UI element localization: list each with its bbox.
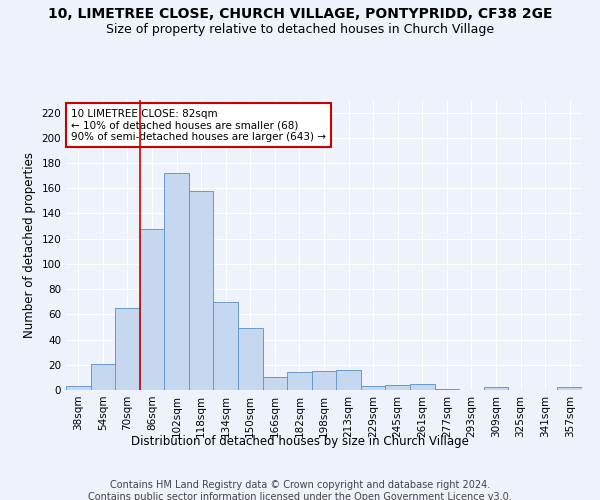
Bar <box>115 308 140 390</box>
Bar <box>312 371 336 390</box>
Y-axis label: Number of detached properties: Number of detached properties <box>23 152 36 338</box>
Text: Contains HM Land Registry data © Crown copyright and database right 2024.
Contai: Contains HM Land Registry data © Crown c… <box>88 480 512 500</box>
Bar <box>287 372 312 390</box>
Bar <box>361 386 385 390</box>
Bar <box>66 386 91 390</box>
Bar <box>263 378 287 390</box>
Bar <box>434 388 459 390</box>
Text: Size of property relative to detached houses in Church Village: Size of property relative to detached ho… <box>106 22 494 36</box>
Text: 10 LIMETREE CLOSE: 82sqm
← 10% of detached houses are smaller (68)
90% of semi-d: 10 LIMETREE CLOSE: 82sqm ← 10% of detach… <box>71 108 326 142</box>
Bar <box>238 328 263 390</box>
Bar <box>91 364 115 390</box>
Bar <box>410 384 434 390</box>
Bar <box>164 173 189 390</box>
Bar <box>189 191 214 390</box>
Bar <box>385 385 410 390</box>
Bar <box>140 228 164 390</box>
Bar <box>557 388 582 390</box>
Bar <box>484 388 508 390</box>
Bar <box>336 370 361 390</box>
Text: 10, LIMETREE CLOSE, CHURCH VILLAGE, PONTYPRIDD, CF38 2GE: 10, LIMETREE CLOSE, CHURCH VILLAGE, PONT… <box>48 8 552 22</box>
Bar <box>214 302 238 390</box>
Text: Distribution of detached houses by size in Church Village: Distribution of detached houses by size … <box>131 435 469 448</box>
